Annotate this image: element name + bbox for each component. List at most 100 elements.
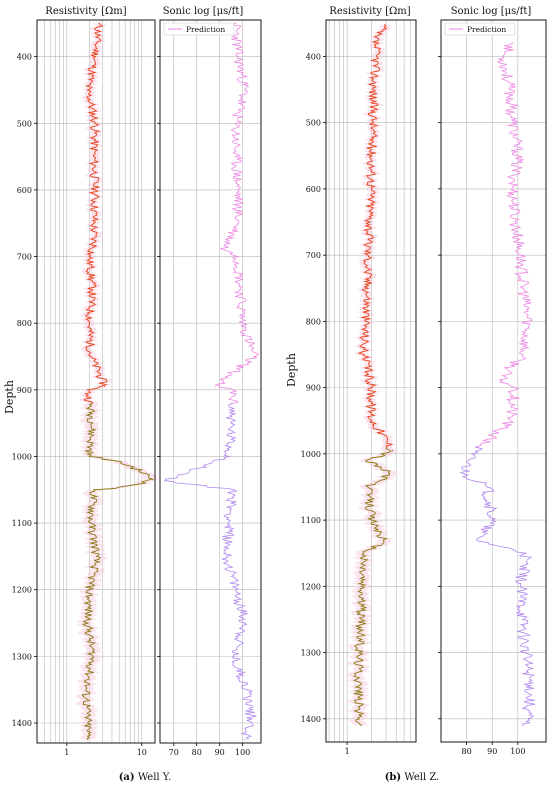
b-son-point (517, 155, 519, 157)
b-son-point (463, 473, 465, 475)
a-son-xtick-label: 70 (169, 748, 179, 757)
a-son-point (239, 289, 241, 291)
a-res-point (98, 22, 100, 24)
b-son-xtick-label: 100 (510, 747, 525, 756)
b-res-point (367, 287, 369, 289)
well-y-resistivity-axes: 400 500 600 700 800 900 1000 1100 1200 1300 1400 1 1… (12, 19, 160, 757)
b-son-series-upper (475, 42, 533, 449)
a-res-point (152, 479, 154, 481)
a-son-point (232, 489, 235, 491)
a-son-series-upper (215, 22, 259, 405)
b-son-point (522, 724, 524, 727)
a-res-point (93, 246, 95, 248)
b-res-point (360, 585, 363, 587)
b-legend-label: Prediction (467, 25, 506, 34)
b-res-point (371, 420, 373, 422)
a-res-ytick-label: 1000 (12, 452, 32, 461)
b-res-point (376, 55, 378, 58)
b-res-ytick-label: 400 (306, 52, 321, 61)
b-son-point (512, 122, 514, 124)
b-res-uncertainty-band (346, 24, 399, 726)
a-son-point (235, 22, 237, 24)
a-son-point (246, 689, 248, 691)
b-son-point (491, 519, 493, 521)
b-res-point (367, 486, 369, 488)
b-res-point (360, 618, 363, 621)
b-res-point (372, 89, 374, 91)
b-son-point (514, 221, 516, 223)
a-res-point (96, 555, 98, 558)
a-res-ytick-label: 900 (17, 386, 32, 395)
a-res-point (104, 385, 106, 388)
b-res-ytick-label: 900 (306, 384, 321, 393)
b-res-frame (325, 19, 417, 743)
b-res-ytick-label: 1100 (301, 516, 321, 525)
a-res-point (93, 156, 95, 158)
b-son-point (524, 652, 527, 654)
a-res-ytick-label: 800 (17, 319, 32, 328)
a-res-point (88, 322, 90, 324)
a-res-point (87, 389, 89, 391)
a-res-xtick-label: 1 (64, 748, 69, 757)
a-res-point (87, 622, 89, 624)
b-son-point (509, 420, 511, 422)
b-son-point (519, 585, 522, 587)
a-legend-label: Prediction (186, 25, 225, 34)
a-res-point (88, 589, 90, 591)
b-res-point (383, 539, 385, 541)
well-y-caption: (a) Well Y. (119, 772, 172, 783)
b-son-point (512, 42, 514, 44)
well-y-depth-label: Depth (3, 380, 16, 414)
b-res-point (358, 652, 360, 654)
a-son-point (235, 122, 237, 124)
panel-well-z: 400500600700800900100011001200130014001 … (285, 6, 547, 783)
a-res-point (91, 289, 94, 291)
b-res-point (360, 724, 363, 727)
b-res-ytick-label: 1200 (301, 582, 321, 591)
b-res-point (358, 685, 360, 687)
a-res-point (88, 455, 90, 458)
b-son-point (514, 387, 516, 389)
b-son-point (476, 539, 478, 541)
b-res-ytick-label: 1400 (301, 715, 321, 724)
a-son-point (223, 249, 225, 251)
a-res-ytick-label: 1200 (12, 586, 32, 595)
b-res-point (371, 188, 373, 190)
a-res-ytick-label: 400 (17, 53, 32, 62)
a-son-point (237, 56, 239, 58)
b-res-point (367, 254, 369, 256)
b-son-xtick-label: 90 (487, 747, 497, 756)
b-res-point (363, 552, 365, 554)
well-z-depth-label: Depth (285, 353, 298, 387)
a-res-point (85, 689, 87, 691)
b-res-ytick-label: 500 (306, 119, 321, 128)
a-res-point (94, 189, 96, 191)
a-son-point (242, 322, 244, 324)
b-res-point (372, 122, 374, 124)
a-son-point (237, 222, 239, 224)
b-res-ytick-label: 1300 (301, 649, 321, 658)
a-res-point (87, 722, 89, 724)
b-son-point (522, 287, 524, 289)
a-son-point (230, 422, 232, 424)
a-son-point (237, 256, 239, 258)
b-son-point (501, 55, 504, 58)
b-res-point (363, 353, 365, 356)
b-res-ytick-label: 800 (306, 317, 321, 326)
b-res-point (384, 24, 386, 26)
a-res-point (91, 655, 94, 658)
well-y-resistivity-title: Resistivity [Ωm] (45, 6, 126, 17)
well-z-resistivity-title: Resistivity [Ωm] (329, 6, 410, 17)
a-res-point (93, 489, 95, 491)
a-res-point (93, 222, 95, 224)
a-son-frame (159, 19, 262, 744)
b-son-xtick-label: 80 (462, 747, 472, 756)
a-son-point (235, 589, 237, 591)
a-son-xtick-label: 90 (215, 748, 225, 757)
b-son-point (512, 188, 514, 190)
b-res-xtick-label: 1 (345, 747, 350, 756)
a-son-point (237, 189, 239, 191)
a-res-point (94, 122, 96, 124)
b-res-point (369, 221, 371, 223)
